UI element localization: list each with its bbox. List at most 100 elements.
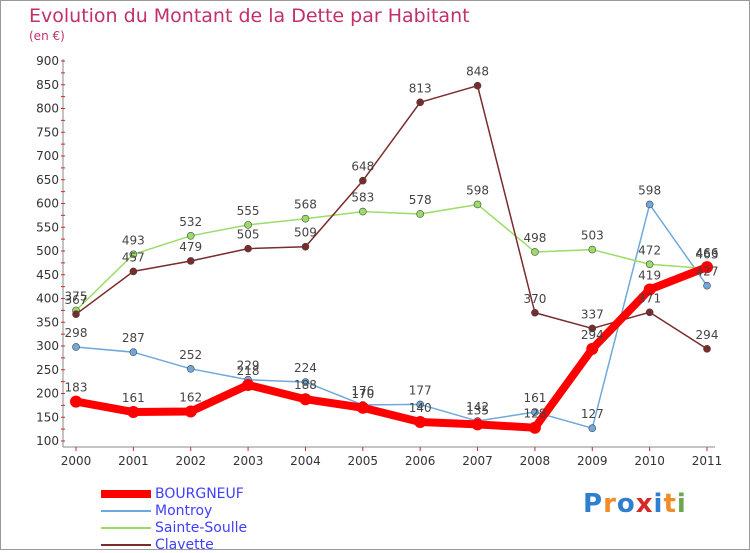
data-point-Montroy: [588, 424, 597, 432]
legend-label: Sainte-Soulle: [155, 519, 248, 536]
y-tick-label: 750: [36, 125, 59, 139]
x-tick-label: 2010: [634, 454, 665, 468]
x-tick-label: 2002: [175, 454, 206, 468]
data-point-Sainte-Soulle: [645, 260, 654, 269]
data-point-Montroy: [416, 400, 424, 409]
data-point-BOURGNEUF: [586, 342, 599, 355]
data-point-BOURGNEUF: [356, 401, 369, 414]
x-tick-label: 2011: [692, 454, 723, 468]
data-point-Clavette: [244, 244, 252, 253]
data-point-Montroy: [129, 348, 138, 356]
y-tick-label: 400: [36, 292, 59, 306]
y-tick-label: 650: [36, 173, 59, 187]
y-tick-label: 550: [36, 220, 59, 234]
data-point-Sainte-Soulle: [531, 248, 539, 256]
data-label-Clavette: 509: [294, 226, 317, 240]
x-tick-label: 2005: [348, 454, 379, 468]
logo-letter: P: [583, 489, 604, 519]
data-label-Sainte-Soulle: 583: [351, 191, 374, 205]
data-point-Clavette: [129, 267, 138, 276]
data-point-Montroy: [703, 281, 711, 290]
data-point-Clavette: [416, 98, 424, 107]
x-tick-label: 2003: [233, 454, 264, 468]
data-label-BOURGNEUF: 128: [523, 407, 546, 421]
legend-label: Clavette: [155, 536, 214, 553]
data-label-Sainte-Soulle: 598: [466, 183, 489, 197]
data-label-Sainte-Soulle: 498: [523, 231, 546, 245]
legend-swatch: [101, 543, 151, 546]
x-tick-label: 2006: [405, 454, 436, 468]
data-point-Sainte-Soulle: [244, 221, 252, 229]
data-label-Montroy: 224: [294, 361, 317, 375]
data-point-Clavette: [588, 324, 597, 333]
data-label-Montroy: 598: [638, 183, 661, 197]
logo-letter: r: [603, 489, 617, 519]
y-tick-label: 600: [36, 197, 59, 211]
data-point-Clavette: [186, 257, 195, 265]
data-label-Clavette: 367: [65, 293, 88, 307]
chart-legend: BOURGNEUF Montroy Sainte-Soulle Clavette: [101, 485, 247, 553]
data-label-Montroy: 176: [351, 384, 374, 398]
data-point-Sainte-Soulle: [588, 245, 597, 254]
data-label-BOURGNEUF: 140: [409, 401, 432, 415]
data-label-BOURGNEUF: 218: [237, 364, 260, 378]
data-point-Clavette: [645, 308, 654, 317]
y-tick-label: 250: [36, 363, 59, 377]
data-label-BOURGNEUF: 466: [696, 246, 719, 260]
data-label-Sainte-Soulle: 375: [65, 289, 88, 303]
data-label-Montroy: 229: [237, 359, 260, 373]
series-line-Montroy: [75, 203, 708, 429]
data-label-BOURGNEUF: 170: [351, 387, 374, 401]
chart-subtitle: (en €): [29, 29, 65, 43]
data-label-Montroy: 161: [523, 391, 546, 405]
logo-letter: o: [616, 489, 636, 519]
data-label-Sainte-Soulle: 493: [122, 233, 145, 247]
x-tick-label: 2007: [462, 454, 493, 468]
data-label-Clavette: 479: [179, 240, 202, 254]
data-point-BOURGNEUF: [70, 395, 82, 408]
data-point-Clavette: [473, 81, 482, 90]
data-point-BOURGNEUF: [701, 261, 713, 274]
data-label-Sainte-Soulle: 568: [294, 198, 317, 212]
data-point-Montroy: [531, 408, 539, 416]
data-label-Clavette: 371: [638, 291, 661, 305]
data-point-Sainte-Soulle: [129, 250, 138, 259]
x-tick-label: 2009: [577, 454, 608, 468]
legend-swatch: [101, 526, 151, 529]
logo-letter: i: [653, 489, 664, 519]
y-tick-label: 450: [36, 268, 59, 282]
data-label-Montroy: 427: [696, 265, 719, 279]
data-label-Montroy: 298: [65, 326, 88, 340]
series-line-Sainte-Soulle: [75, 203, 708, 311]
data-label-Clavette: 337: [581, 307, 604, 321]
data-label-Clavette: 370: [523, 292, 546, 306]
data-point-BOURGNEUF: [127, 406, 140, 419]
data-point-Clavette: [703, 345, 711, 353]
data-label-Sainte-Soulle: 555: [237, 204, 260, 218]
data-point-BOURGNEUF: [299, 393, 312, 406]
logo-letter: i: [676, 489, 687, 519]
data-point-Clavette: [72, 310, 80, 318]
y-tick-label: 500: [36, 244, 59, 258]
y-tick-label: 100: [36, 434, 59, 448]
data-label-Montroy: 252: [179, 348, 202, 362]
data-point-BOURGNEUF: [643, 283, 656, 296]
x-tick-label: 2008: [520, 454, 551, 468]
data-point-BOURGNEUF: [184, 405, 197, 418]
logo-letter: x: [635, 489, 654, 519]
data-point-Sainte-Soulle: [301, 214, 310, 223]
y-tick-label: 200: [36, 387, 59, 401]
data-point-Sainte-Soulle: [359, 207, 367, 216]
data-point-BOURGNEUF: [528, 421, 541, 434]
data-point-Clavette: [359, 176, 367, 185]
data-label-BOURGNEUF: 188: [294, 378, 317, 392]
data-point-BOURGNEUF: [414, 416, 427, 428]
series-line-Clavette: [75, 84, 708, 350]
y-tick-label: 900: [36, 54, 59, 68]
y-tick-label: 150: [36, 410, 59, 424]
data-label-Clavette: 505: [237, 228, 260, 242]
data-label-BOURGNEUF: 161: [122, 391, 145, 405]
data-point-Sainte-Soulle: [186, 232, 195, 240]
data-label-Sainte-Soulle: 463: [696, 248, 719, 262]
